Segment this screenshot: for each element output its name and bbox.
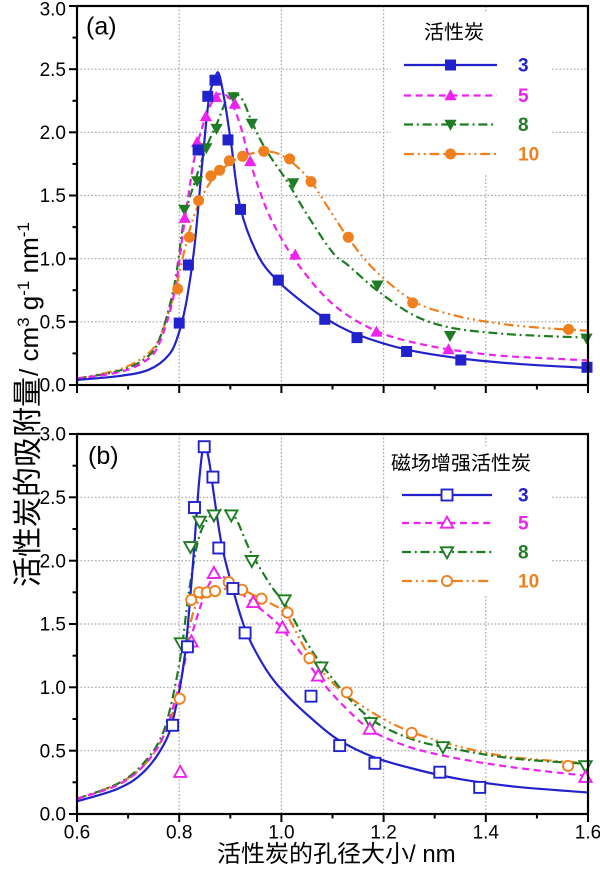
svg-text:10: 10 [518,572,539,593]
svg-text:(b): (b) [88,442,119,470]
svg-text:3: 3 [518,56,529,77]
svg-text:3: 3 [518,486,529,507]
svg-text:0.5: 0.5 [40,741,66,762]
svg-text:0.5: 0.5 [40,313,66,334]
svg-text:2.0: 2.0 [40,551,66,572]
svg-text:2.5: 2.5 [40,60,66,81]
svg-text:10: 10 [518,145,539,166]
svg-text:8: 8 [518,543,529,564]
svg-text:8: 8 [518,115,529,136]
svg-text:3.0: 3.0 [40,0,66,21]
svg-text:1.4: 1.4 [473,823,500,844]
svg-text:1.2: 1.2 [370,823,396,844]
svg-text:2.0: 2.0 [40,123,66,144]
svg-text:5: 5 [518,86,529,107]
svg-text:0.0: 0.0 [40,376,66,397]
svg-text:1.5: 1.5 [40,186,66,207]
svg-text:/ nm: / nm [409,841,456,868]
svg-text:/ cm3 g-1 nm-1: / cm3 g-1 nm-1 [14,222,44,376]
svg-text:(a): (a) [86,13,117,41]
svg-text:2.5: 2.5 [40,488,66,509]
svg-text:1.5: 1.5 [40,615,66,636]
svg-text:1.0: 1.0 [268,823,294,844]
svg-text:0.8: 0.8 [166,823,192,844]
svg-text:1.0: 1.0 [40,678,66,699]
svg-text:3.0: 3.0 [40,425,66,446]
svg-text:1.0: 1.0 [40,249,66,270]
svg-text:5: 5 [518,514,529,535]
svg-text:0.0: 0.0 [40,805,66,826]
svg-text:0.6: 0.6 [64,823,90,844]
svg-text:1.6: 1.6 [575,823,600,844]
